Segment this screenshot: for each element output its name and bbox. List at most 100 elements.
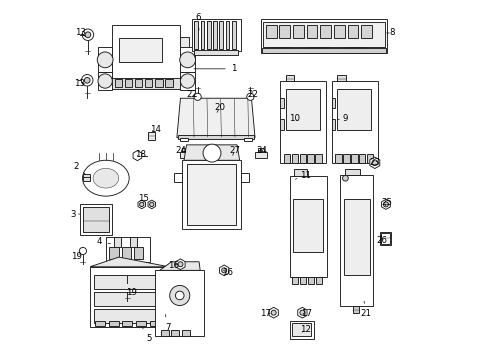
Circle shape	[194, 93, 201, 100]
Bar	[180, 37, 190, 59]
Bar	[262, 148, 264, 152]
Bar	[166, 79, 172, 87]
Circle shape	[343, 175, 348, 181]
Bar	[262, 48, 386, 53]
Circle shape	[85, 32, 91, 38]
Circle shape	[123, 283, 132, 292]
Circle shape	[372, 160, 378, 166]
Bar	[146, 79, 152, 87]
Text: 26: 26	[376, 235, 388, 245]
Bar	[182, 330, 190, 336]
Bar	[219, 21, 223, 49]
Bar	[332, 98, 335, 108]
Bar	[286, 89, 319, 130]
Bar	[334, 25, 344, 39]
Circle shape	[97, 52, 113, 68]
Circle shape	[135, 153, 140, 158]
Bar	[344, 169, 360, 175]
Text: 13: 13	[74, 28, 86, 37]
Bar	[340, 175, 373, 306]
Ellipse shape	[82, 160, 129, 196]
Polygon shape	[176, 259, 185, 270]
Bar	[109, 320, 119, 326]
Bar	[192, 19, 241, 51]
Bar	[290, 320, 314, 338]
Bar	[174, 173, 182, 182]
Text: 25: 25	[381, 198, 392, 207]
Bar	[299, 154, 306, 163]
Bar	[332, 119, 335, 130]
Bar	[94, 292, 166, 306]
Polygon shape	[133, 150, 142, 161]
Text: 22: 22	[186, 90, 197, 99]
Text: 3: 3	[70, 210, 80, 219]
Bar	[337, 75, 346, 81]
Circle shape	[84, 77, 90, 83]
Text: 21: 21	[361, 301, 372, 318]
Bar	[280, 119, 284, 130]
Bar	[335, 154, 342, 163]
Polygon shape	[148, 200, 155, 209]
Bar	[94, 309, 166, 323]
Bar	[292, 154, 298, 163]
Bar	[109, 247, 119, 259]
Bar	[180, 152, 191, 158]
Bar	[343, 154, 350, 163]
Circle shape	[149, 202, 154, 207]
Text: 10: 10	[289, 114, 300, 123]
Circle shape	[271, 310, 276, 315]
Bar	[186, 148, 189, 152]
Bar	[290, 176, 327, 277]
Bar	[180, 138, 188, 141]
Polygon shape	[177, 98, 255, 138]
Polygon shape	[138, 200, 146, 209]
Bar	[280, 81, 326, 163]
Bar	[200, 21, 204, 49]
Bar	[344, 46, 366, 51]
Text: 9: 9	[338, 114, 347, 123]
Bar	[182, 148, 185, 152]
Bar	[258, 148, 260, 152]
Polygon shape	[220, 265, 229, 276]
Bar	[284, 154, 290, 163]
Polygon shape	[370, 157, 380, 168]
Bar	[207, 21, 211, 49]
Ellipse shape	[93, 168, 119, 188]
Bar	[263, 22, 385, 47]
Bar	[149, 320, 160, 326]
Bar	[293, 25, 304, 39]
Bar	[94, 275, 166, 289]
Bar	[122, 320, 132, 326]
Bar	[115, 79, 122, 87]
Bar	[367, 154, 373, 163]
Bar	[114, 237, 121, 247]
Text: 8: 8	[387, 28, 395, 37]
Bar	[106, 237, 150, 262]
Bar	[112, 25, 180, 80]
Bar	[83, 174, 90, 181]
Bar	[90, 267, 169, 327]
Text: 15: 15	[138, 194, 149, 203]
Bar	[380, 232, 392, 245]
Text: 4: 4	[97, 237, 111, 246]
Bar	[135, 79, 143, 87]
Text: 24: 24	[176, 146, 187, 155]
Circle shape	[247, 93, 254, 100]
Polygon shape	[90, 257, 169, 267]
Text: 16: 16	[168, 261, 179, 270]
Text: 6: 6	[196, 13, 201, 30]
Bar	[172, 330, 179, 336]
Bar	[187, 164, 236, 225]
Bar	[155, 270, 204, 336]
Bar	[225, 21, 229, 49]
Text: 27: 27	[229, 146, 241, 155]
Bar	[122, 247, 131, 259]
Bar	[134, 247, 143, 259]
Bar	[180, 47, 195, 72]
Text: 17: 17	[301, 309, 312, 318]
Bar	[112, 78, 180, 89]
Bar	[279, 25, 290, 39]
Bar	[83, 207, 109, 232]
Polygon shape	[269, 307, 278, 318]
Bar	[119, 39, 162, 62]
